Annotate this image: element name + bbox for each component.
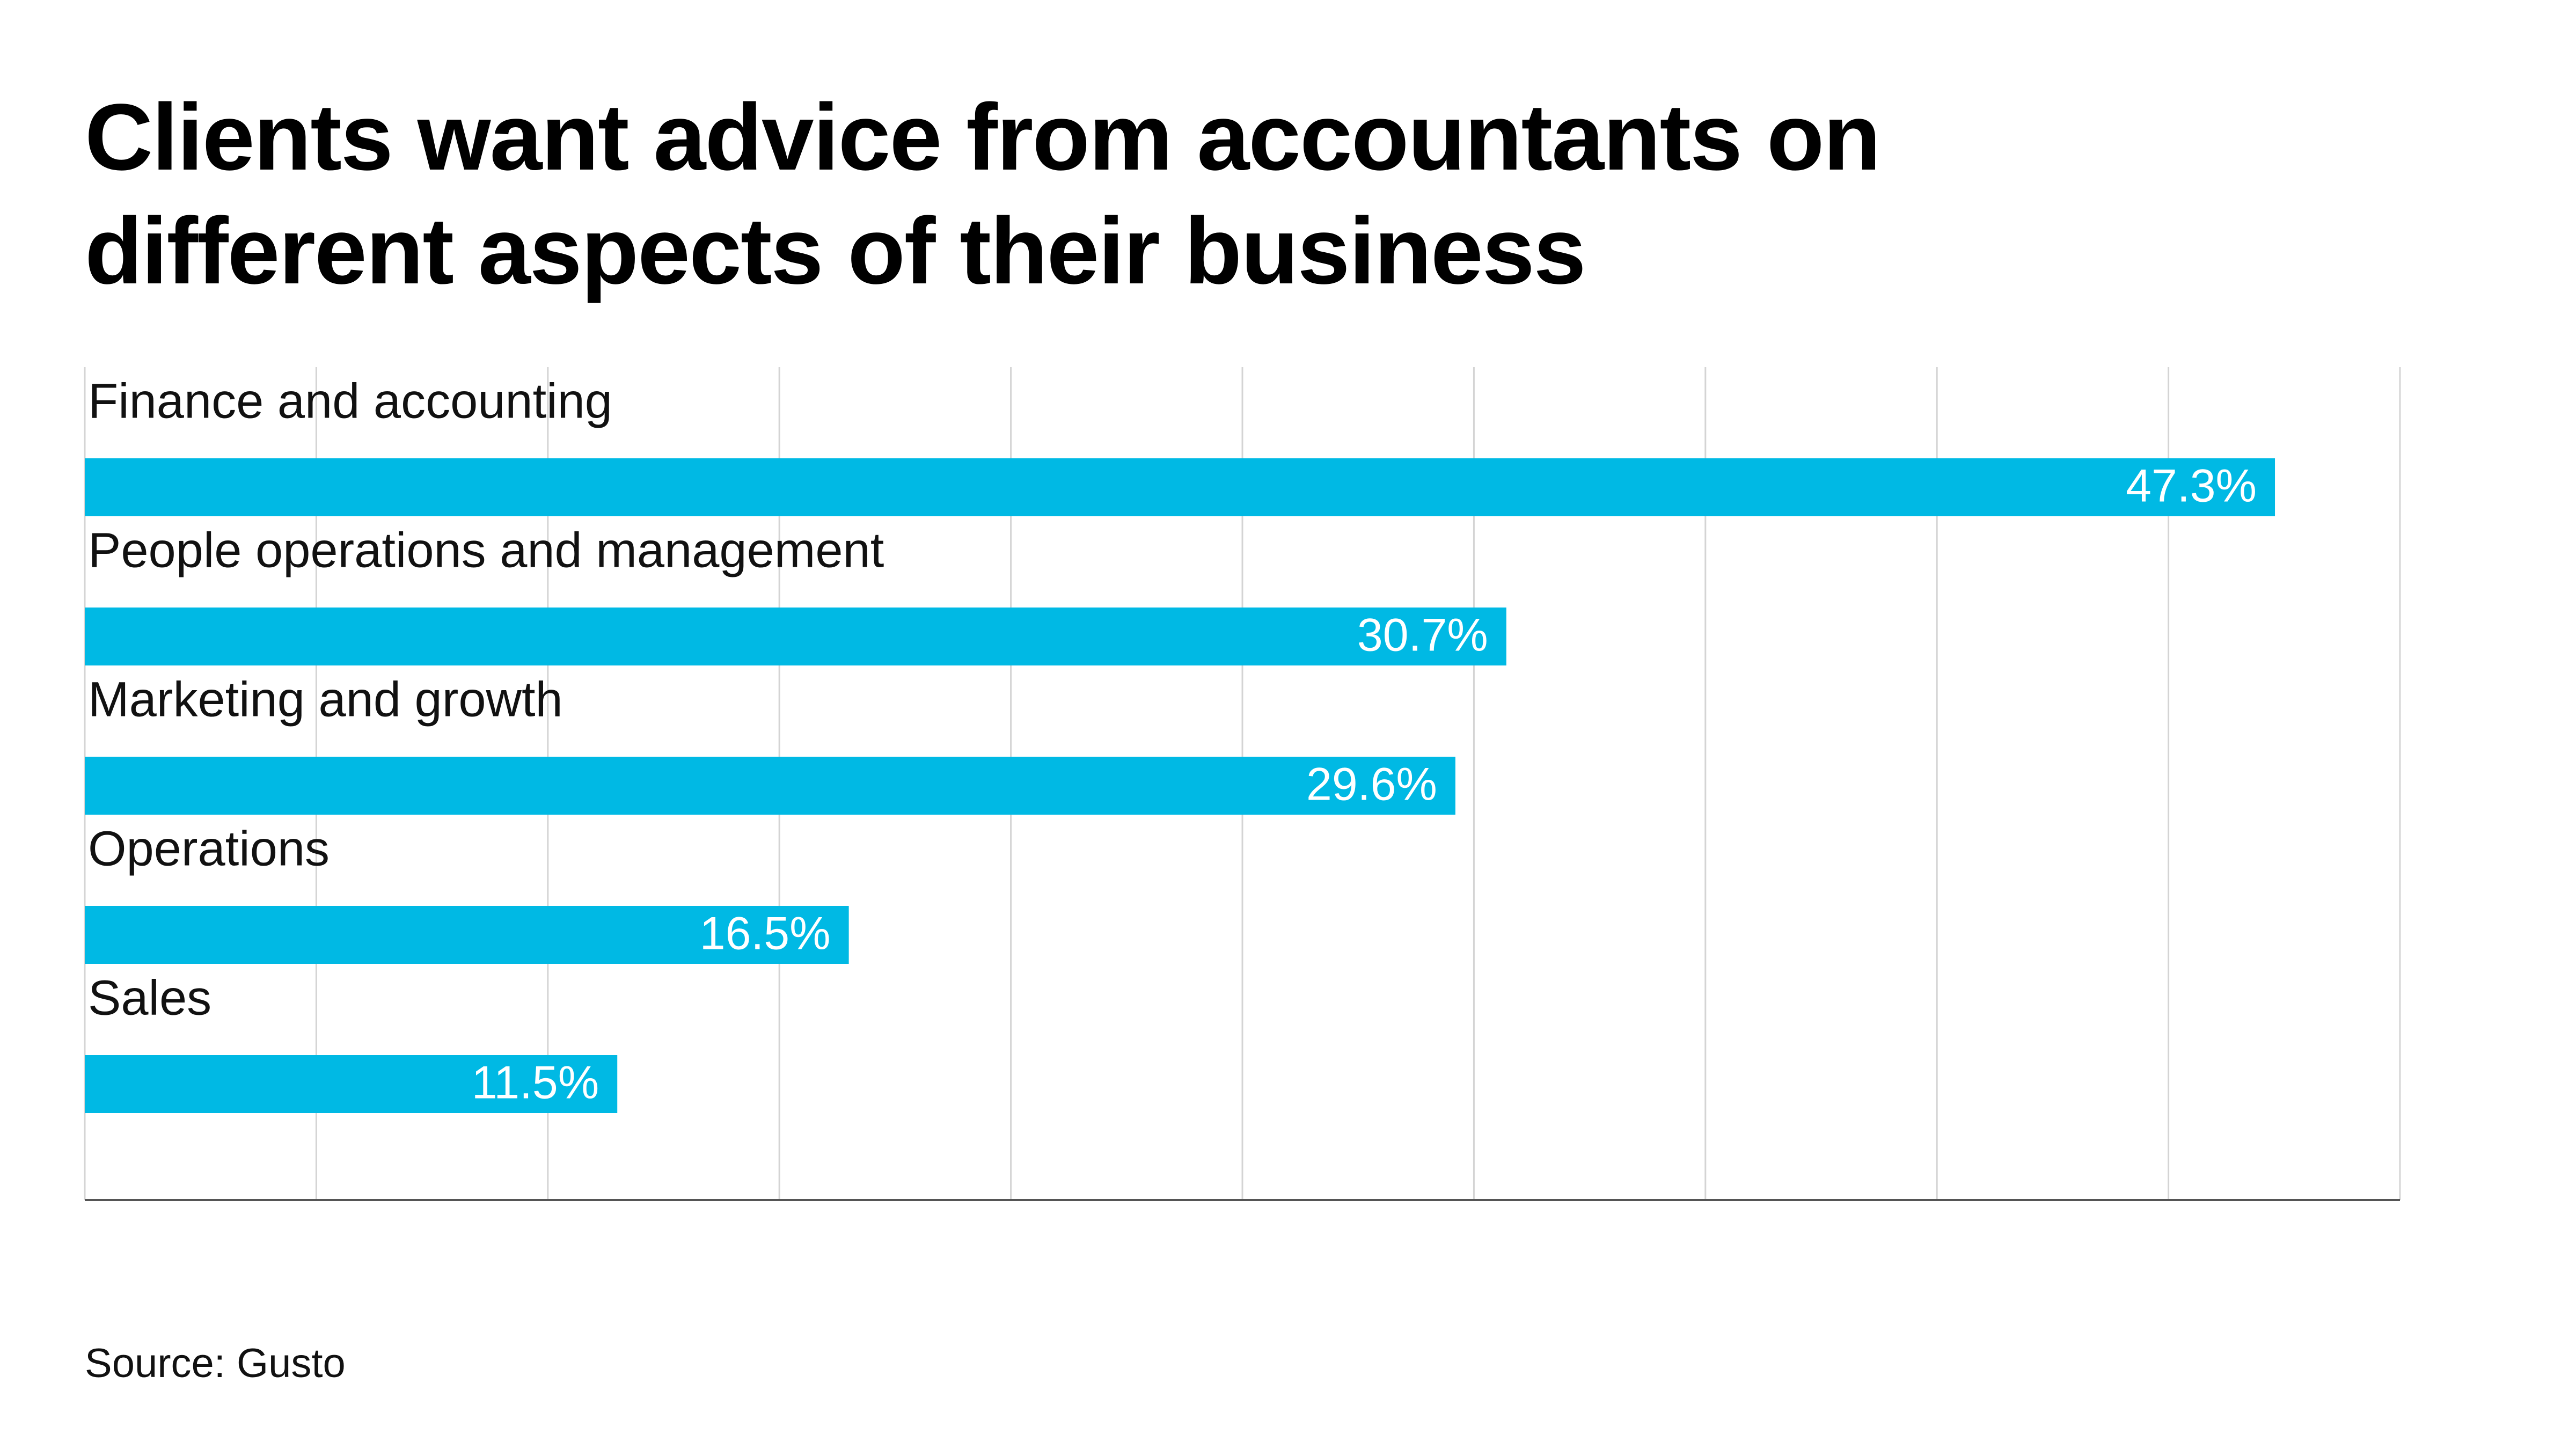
bar (85, 906, 849, 964)
source-note: Source: Gusto (85, 1341, 346, 1386)
category-label: Marketing and growth (88, 672, 563, 727)
value-label: 11.5% (472, 1057, 599, 1109)
bar (85, 1055, 618, 1113)
category-label: Sales (88, 970, 211, 1025)
category-label: Finance and accounting (88, 374, 612, 428)
bar (85, 458, 2275, 516)
value-label: 47.3% (2126, 460, 2257, 512)
bar (85, 757, 1455, 815)
bar (85, 608, 1506, 665)
value-label: 30.7% (1357, 610, 1488, 661)
value-label: 29.6% (1306, 759, 1437, 810)
chart-title: Clients want advice from accountants on … (85, 85, 1881, 304)
value-label: 16.5% (700, 908, 831, 960)
category-label: Operations (88, 821, 330, 876)
category-label: People operations and management (88, 523, 884, 577)
